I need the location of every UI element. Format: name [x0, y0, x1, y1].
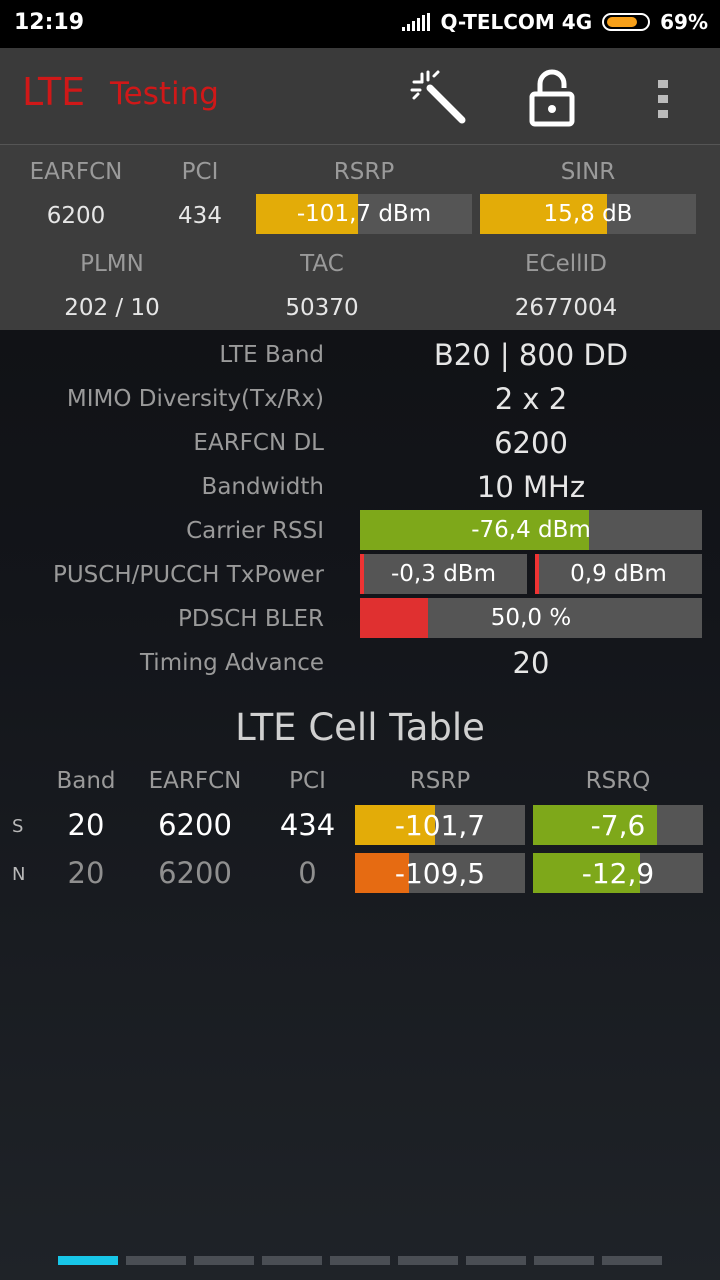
- page-dot[interactable]: [194, 1256, 254, 1265]
- header-earfcn: EARFCN: [148, 768, 242, 794]
- serving-rsrp-value: -101,7: [394, 808, 486, 842]
- earfcn-label: EARFCN: [29, 159, 123, 185]
- more-vert-icon[interactable]: [636, 68, 696, 128]
- bandwidth-label: Bandwidth: [201, 474, 324, 500]
- timing-advance-label: Timing Advance: [139, 650, 324, 676]
- rsrp-bar: -101,7 dBm: [256, 194, 472, 234]
- sinr-label: SINR: [560, 159, 616, 185]
- page-dot[interactable]: [58, 1256, 118, 1265]
- status-right: Q-TELCOM 4G 69%: [402, 10, 708, 34]
- pusch-power-value: -0,3 dBm: [391, 561, 496, 587]
- page-dot[interactable]: [466, 1256, 526, 1265]
- signal-icon: [402, 13, 431, 31]
- lte-band-value: B20 | 800 DD: [433, 338, 629, 372]
- pdsch-bler-fill: [360, 598, 429, 638]
- neighbor-rsrq-value: -12,9: [581, 856, 655, 890]
- bandwidth-value: 10 MHz: [476, 470, 586, 504]
- serving-rsrq-bar: -7,6: [533, 805, 703, 845]
- page-dot[interactable]: [398, 1256, 458, 1265]
- app-title-testing: Testing: [110, 76, 219, 112]
- pdsch-bler-label: PDSCH BLER: [178, 606, 324, 632]
- lte-band-label: LTE Band: [219, 342, 324, 368]
- timing-advance-value: 20: [512, 646, 550, 680]
- pci-value: 434: [178, 203, 222, 229]
- serving-band: 20: [67, 808, 105, 842]
- header-band: Band: [56, 768, 116, 794]
- serving-rsrp-fill: [355, 805, 435, 845]
- rsrp-value: -101,7 dBm: [296, 201, 432, 227]
- carrier-rssi-value: -76,4 dBm: [471, 517, 591, 543]
- pucch-power-bar: 0,9 dBm: [535, 554, 702, 594]
- row-tag-serving: S: [12, 816, 24, 837]
- summary-panel: EARFCN PCI RSRP SINR 6200 434 -101,7 dBm…: [0, 145, 720, 330]
- carrier-rssi-label: Carrier RSSI: [186, 518, 324, 544]
- rsrp-fill: [256, 194, 358, 234]
- neighbor-pci: 0: [298, 856, 317, 890]
- ecellid-value: 2677004: [514, 295, 618, 321]
- status-time: 12:19: [14, 10, 85, 35]
- pucch-power-value: 0,9 dBm: [570, 561, 667, 587]
- earfcn-dl-label: EARFCN DL: [193, 430, 324, 456]
- tac-value: 50370: [285, 295, 359, 321]
- cell-table-title: LTE Cell Table: [235, 706, 485, 749]
- battery-percent: 69%: [660, 10, 708, 34]
- txpower-label: PUSCH/PUCCH TxPower: [52, 562, 324, 588]
- serving-rsrq-fill: [533, 805, 658, 845]
- plmn-value: 202 / 10: [64, 295, 160, 321]
- neighbor-rsrp-fill: [355, 853, 410, 893]
- page-dot[interactable]: [602, 1256, 662, 1265]
- status-bar: 12:19 Q-TELCOM 4G 69%: [0, 0, 720, 48]
- rsrp-label: RSRP: [333, 159, 395, 185]
- sinr-bar: 15,8 dB: [480, 194, 696, 234]
- battery-icon: [602, 13, 651, 31]
- plmn-label: PLMN: [80, 251, 144, 277]
- pucch-marker: [535, 554, 539, 594]
- serving-pci: 434: [279, 808, 336, 842]
- serving-rsrp-bar: -101,7: [355, 805, 525, 845]
- magic-wand-icon[interactable]: [408, 68, 468, 128]
- carrier-name: Q-TELCOM 4G: [440, 10, 593, 34]
- serving-rsrq-value: -7,6: [590, 808, 646, 842]
- sinr-fill: [480, 194, 608, 234]
- sinr-value: 15,8 dB: [543, 201, 633, 227]
- neighbor-rsrp-bar: -109,5: [355, 853, 525, 893]
- neighbor-band: 20: [67, 856, 105, 890]
- pdsch-bler-bar: 50,0 %: [360, 598, 702, 638]
- serving-earfcn: 6200: [158, 808, 232, 842]
- pci-label: PCI: [181, 159, 219, 185]
- app-title-lte: LTE: [22, 70, 86, 114]
- unlock-icon[interactable]: [522, 68, 582, 128]
- pusch-marker: [360, 554, 364, 594]
- pusch-power-bar: -0,3 dBm: [360, 554, 527, 594]
- tac-label: TAC: [300, 251, 344, 277]
- ecellid-label: ECellID: [524, 251, 608, 277]
- pdsch-bler-value: 50,0 %: [490, 605, 572, 631]
- earfcn-dl-value: 6200: [494, 426, 568, 460]
- app-bar: LTE Testing: [0, 48, 720, 145]
- page-dot[interactable]: [126, 1256, 186, 1265]
- mimo-value: 2 x 2: [494, 382, 568, 416]
- header-rsrp: RSRP: [409, 768, 471, 794]
- page-dot[interactable]: [534, 1256, 594, 1265]
- neighbor-rsrq-fill: [533, 853, 641, 893]
- page-indicator[interactable]: [58, 1256, 662, 1265]
- earfcn-value: 6200: [46, 203, 106, 229]
- carrier-rssi-bar: -76,4 dBm: [360, 510, 702, 550]
- neighbor-rsrp-value: -109,5: [394, 856, 486, 890]
- neighbor-earfcn: 6200: [158, 856, 232, 890]
- mimo-label: MIMO Diversity(Tx/Rx): [66, 386, 324, 412]
- header-rsrq: RSRQ: [585, 768, 651, 794]
- carrier-rssi-fill: [360, 510, 590, 550]
- header-pci: PCI: [289, 768, 326, 794]
- page-dot[interactable]: [262, 1256, 322, 1265]
- row-tag-neighbor: N: [12, 864, 26, 885]
- page-dot[interactable]: [330, 1256, 390, 1265]
- neighbor-rsrq-bar: -12,9: [533, 853, 703, 893]
